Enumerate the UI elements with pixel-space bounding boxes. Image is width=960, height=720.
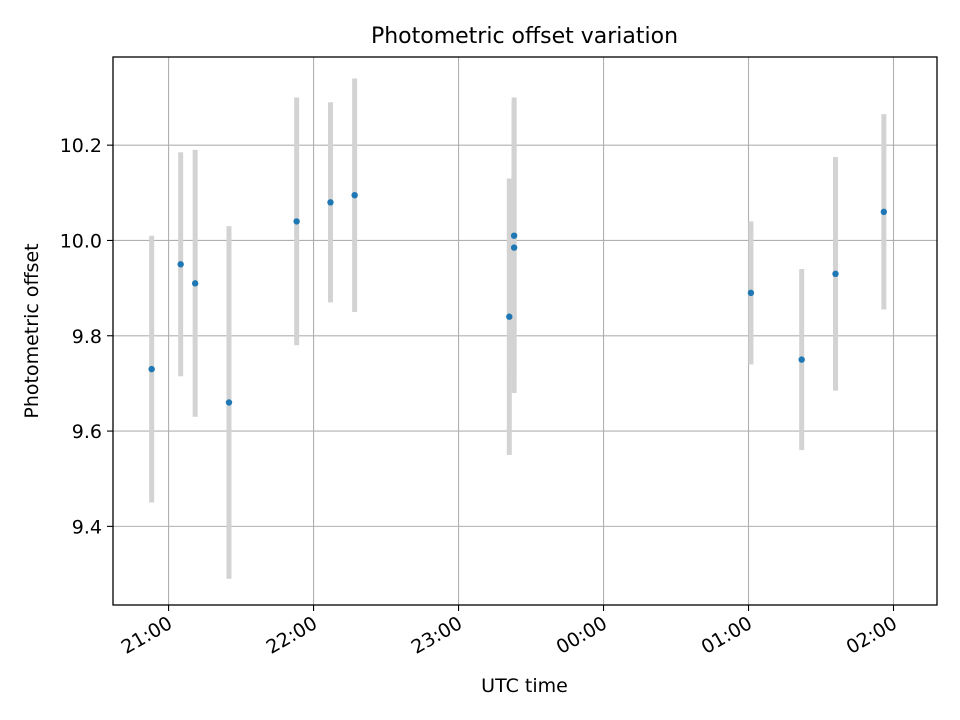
data-point xyxy=(832,270,839,278)
data-point xyxy=(225,399,233,406)
plot-frame xyxy=(112,56,938,606)
data-point xyxy=(798,356,805,363)
y-tick-label: 9.8 xyxy=(72,326,102,348)
data-point xyxy=(506,313,513,320)
y-axis-label: Photometric offset xyxy=(21,243,43,418)
data-point xyxy=(148,365,155,373)
grid xyxy=(113,57,937,605)
data-point xyxy=(177,261,184,268)
data-point xyxy=(747,289,755,297)
data-point xyxy=(880,208,888,216)
data-point xyxy=(510,244,518,251)
chart-title: Photometric offset variation xyxy=(371,24,678,49)
y-tick-label: 9.4 xyxy=(72,516,102,538)
data-point xyxy=(351,191,358,199)
y-tick-label: 10.0 xyxy=(60,230,102,252)
data-point xyxy=(510,232,518,239)
y-tick-label: 10.2 xyxy=(60,135,102,157)
x-axis-label: UTC time xyxy=(481,675,568,697)
data-point xyxy=(293,218,300,225)
data-point xyxy=(327,199,334,206)
y-tick-label: 9.6 xyxy=(72,421,102,443)
data-point xyxy=(191,280,199,287)
data-points xyxy=(148,191,888,406)
